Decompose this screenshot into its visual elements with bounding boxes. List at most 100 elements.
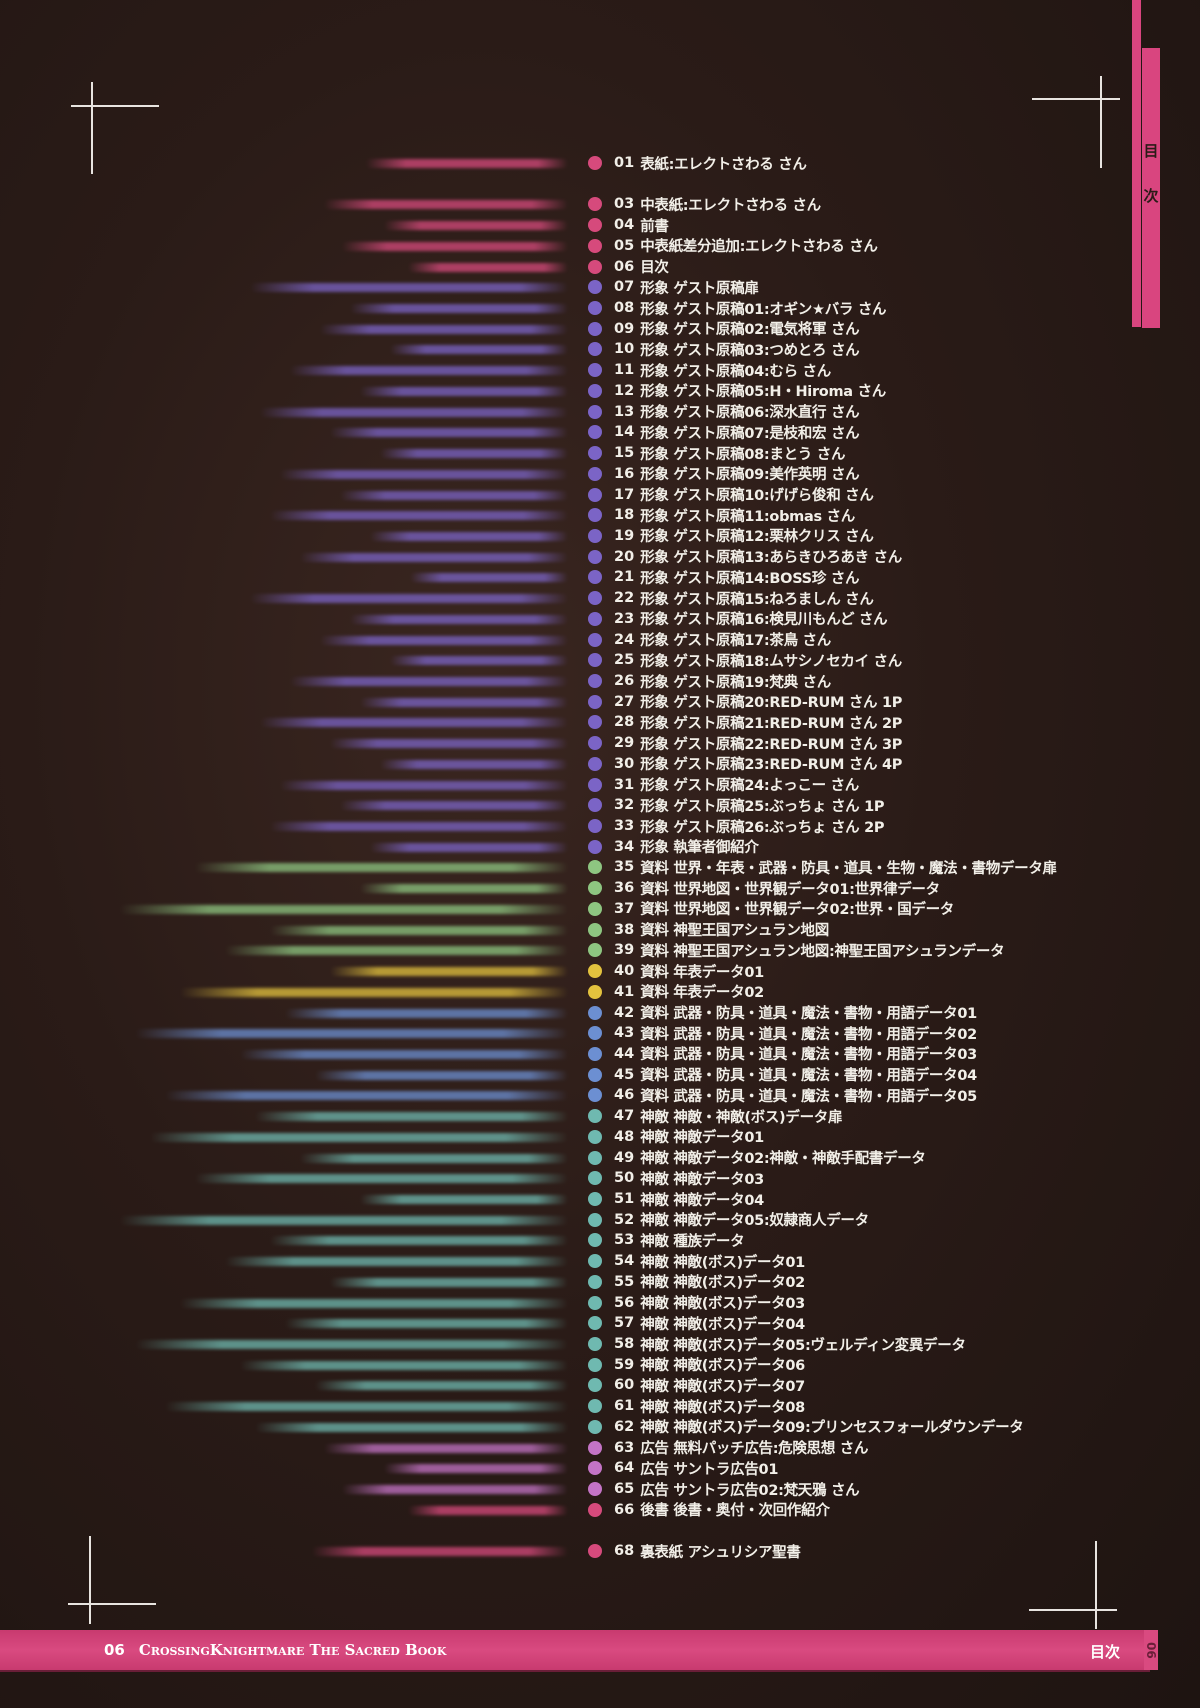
toc-title: 神敵 神敵(ボス)データ05:ヴェルディン変異データ [640, 1337, 966, 1354]
decorative-streak [360, 386, 568, 396]
footer-page-number: 06 [104, 1641, 125, 1659]
toc-page-number: 49 [614, 1149, 635, 1166]
category-dot-icon [588, 301, 602, 316]
category-dot-icon [588, 819, 602, 834]
toc-item: 60 神敵 神敵(ボス)データ07 [588, 1375, 805, 1395]
decorative-streak [315, 1070, 568, 1080]
category-dot-icon [588, 632, 602, 647]
toc-item: 31 形象 ゲスト原稿24:よっこー さん [588, 775, 859, 795]
decorative-streak [360, 884, 568, 894]
toc-item: 58 神敵 神敵(ボス)データ05:ヴェルディン変異データ [588, 1334, 966, 1354]
toc-page-number: 42 [614, 1004, 635, 1021]
category-dot-icon [588, 197, 602, 212]
side-section-tab: 目次 [1142, 48, 1160, 328]
toc-item: 30 形象 ゲスト原稿23:RED-RUM さん 4P [588, 754, 902, 774]
decorative-streak [390, 345, 568, 355]
decorative-streak [150, 1132, 568, 1142]
toc-page-number: 53 [614, 1232, 635, 1249]
toc-page-number: 36 [614, 880, 635, 897]
footer-book-title: CrossingKnightmare The Sacred Book [138, 1641, 447, 1659]
category-dot-icon [588, 1067, 602, 1082]
toc-page-number: 46 [614, 1087, 635, 1104]
category-dot-icon [588, 1171, 602, 1186]
toc-page-number: 08 [614, 300, 635, 317]
toc-page-number: 52 [614, 1211, 635, 1228]
decorative-streak [315, 1381, 568, 1391]
category-dot-icon [588, 1378, 602, 1393]
toc-item: 24 形象 ゲスト原稿17:茶鳥 さん [588, 630, 831, 650]
category-dot-icon [588, 570, 602, 585]
toc-title: 神敵 神敵(ボス)データ03 [640, 1296, 805, 1313]
toc-title: 資料 武器・防具・道具・魔法・書物・用語データ03 [640, 1047, 977, 1064]
footer-title: 06 CrossingKnightmare The Sacred Book [104, 1641, 446, 1659]
toc-page-number: 15 [614, 445, 635, 462]
decorative-streak [165, 1091, 568, 1101]
category-dot-icon [588, 798, 602, 813]
toc-page-number: 47 [614, 1108, 635, 1125]
category-dot-icon [588, 549, 602, 564]
toc-page-number: 29 [614, 735, 635, 752]
decorative-streak [120, 1215, 568, 1225]
toc-page-number: 43 [614, 1025, 635, 1042]
toc-title: 形象 ゲスト原稿02:電気将軍 さん [640, 322, 860, 339]
category-dot-icon [588, 1088, 602, 1103]
toc-title: 形象 ゲスト原稿扉 [640, 280, 759, 297]
toc-title: 目次 [640, 260, 669, 277]
decorative-streak [408, 1505, 568, 1515]
category-dot-icon [588, 321, 602, 336]
toc-page-number: 12 [614, 382, 635, 399]
decorative-streak [290, 366, 568, 376]
decorative-streak [270, 511, 568, 521]
decorative-streak [240, 1049, 568, 1059]
toc-item: 53 神敵 種族データ [588, 1230, 745, 1250]
toc-title: 資料 神聖王国アシュラン地図 [640, 923, 829, 940]
toc-item: 65 広告 サントラ広告02:梵天鴉 さん [588, 1479, 860, 1499]
toc-page-number: 19 [614, 527, 635, 544]
decorative-streak [180, 1298, 568, 1308]
toc-item: 40 資料 年表データ01 [588, 961, 764, 981]
toc-title: 形象 ゲスト原稿16:検見川もんど さん [640, 612, 888, 629]
category-dot-icon [588, 777, 602, 792]
crop-mark-bottom-left-v [89, 1536, 91, 1624]
decorative-streak [384, 221, 568, 231]
toc-page-number: 63 [614, 1439, 635, 1456]
decorative-streak [165, 1402, 568, 1412]
category-dot-icon [588, 1150, 602, 1165]
toc-title: 神敵 神敵(ボス)データ08 [640, 1399, 805, 1416]
toc-item: 45 資料 武器・防具・道具・魔法・書物・用語データ04 [588, 1065, 977, 1085]
decorative-streak [180, 987, 568, 997]
toc-title: 資料 武器・防具・道具・魔法・書物・用語データ02 [640, 1026, 977, 1043]
category-dot-icon [588, 218, 602, 233]
category-dot-icon [588, 694, 602, 709]
decorative-streak [390, 656, 568, 666]
category-dot-icon [588, 1482, 602, 1497]
crop-mark-top-left-v [91, 82, 93, 174]
decorative-streak [342, 1485, 568, 1495]
crop-mark-top-right-v [1100, 76, 1102, 168]
category-dot-icon [588, 1233, 602, 1248]
toc-page-number: 54 [614, 1253, 635, 1270]
category-dot-icon [588, 280, 602, 295]
decorative-streak [380, 759, 568, 769]
toc-title: 広告 無料パッチ広告:危険思想 さん [640, 1441, 869, 1458]
category-dot-icon [588, 1129, 602, 1144]
decorative-streak [195, 863, 568, 873]
toc-title: 資料 世界・年表・武器・防具・道具・生物・魔法・書物データ扉 [640, 860, 1057, 877]
toc-page-number: 60 [614, 1377, 635, 1394]
decorative-streak [225, 946, 568, 956]
toc-title: 資料 年表データ02 [640, 985, 764, 1002]
decorative-streak [360, 697, 568, 707]
decorative-streak [270, 822, 568, 832]
category-dot-icon [588, 466, 602, 481]
crop-mark-bottom-right-h [1029, 1609, 1117, 1611]
toc-page-number: 27 [614, 693, 635, 710]
category-dot-icon [588, 1005, 602, 1020]
toc-title: 神敵 神敵(ボス)データ07 [640, 1378, 805, 1395]
toc-title: 神敵 神敵データ04 [640, 1192, 764, 1209]
toc-title: 資料 武器・防具・道具・魔法・書物・用語データ01 [640, 1006, 977, 1023]
toc-page-number: 33 [614, 818, 635, 835]
toc-page-number: 22 [614, 590, 635, 607]
toc-page-number: 07 [614, 279, 635, 296]
category-dot-icon [588, 383, 602, 398]
toc-page-number: 59 [614, 1356, 635, 1373]
